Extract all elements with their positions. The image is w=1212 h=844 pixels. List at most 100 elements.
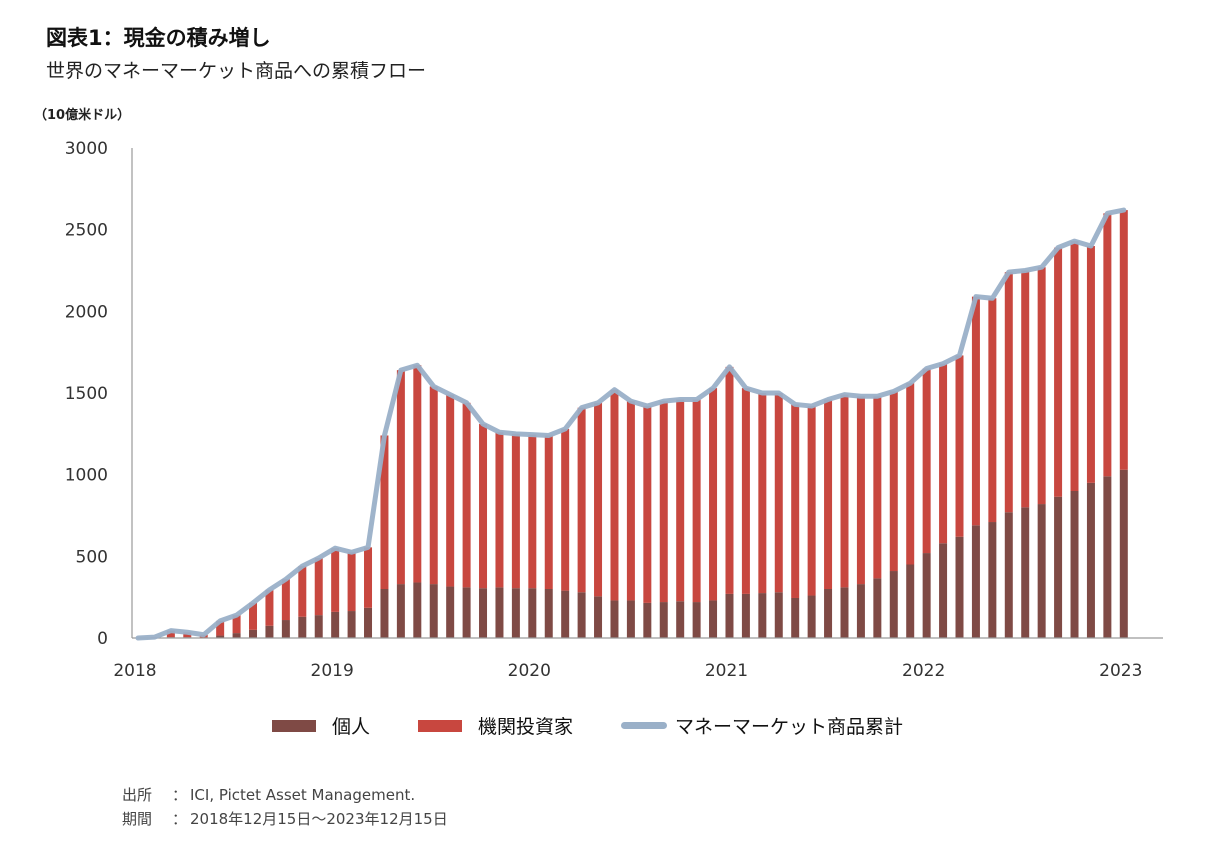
bar-individual <box>1119 469 1128 638</box>
x-tick-label: 2018 <box>113 661 156 681</box>
bar-individual <box>873 578 882 638</box>
bar-institutional <box>511 433 520 589</box>
bar-institutional <box>544 435 553 589</box>
period-separator: ： <box>172 810 188 828</box>
bar-individual <box>725 593 734 638</box>
bar-institutional <box>840 394 849 588</box>
bar-individual <box>462 587 471 638</box>
bar-individual <box>1004 512 1013 638</box>
chart-subtitle: 世界のマネーマーケット商品への累積フロー <box>46 60 427 82</box>
bar-individual <box>988 522 997 638</box>
bar-institutional <box>1004 272 1013 513</box>
bar-institutional <box>314 557 323 616</box>
y-tick-label: 2500 <box>65 221 108 241</box>
source-separator: ： <box>172 786 188 804</box>
bar-institutional <box>791 404 800 598</box>
bar-individual <box>479 588 488 638</box>
bar-individual <box>594 596 603 638</box>
bar-individual <box>955 536 964 638</box>
bar-institutional <box>594 402 603 597</box>
bar-institutional <box>709 388 718 601</box>
bar-individual <box>971 525 980 638</box>
bar-individual <box>347 611 356 638</box>
bar-institutional <box>725 366 734 594</box>
x-axis-ticks: 2018 2019 2020 2021 2022 2023 <box>113 661 1142 681</box>
chart-footer: 出所 ： ICI, Pictet Asset Management. 期間 ： … <box>122 783 448 831</box>
bar-individual <box>906 564 915 638</box>
bar-individual <box>626 600 635 638</box>
legend-swatch-individual <box>272 719 316 732</box>
bar-individual <box>528 588 537 638</box>
bar-individual <box>643 602 652 638</box>
bar-individual <box>659 602 668 638</box>
bar-individual <box>791 597 800 638</box>
legend-label-total: マネーマーケット商品累計 <box>675 716 904 738</box>
chart-title: 図表1：現金の積み増し <box>46 26 271 50</box>
y-axis-ticks: 0 500 1000 1500 2000 2500 3000 <box>65 139 108 649</box>
x-tick-label: 2022 <box>902 661 945 681</box>
bar-institutional <box>396 370 405 585</box>
bar-institutional <box>577 407 586 593</box>
period-note: 期間 ： 2018年12月15日～2023年12月15日 <box>122 807 448 831</box>
bar-institutional <box>856 396 865 585</box>
bar-individual <box>1037 504 1046 638</box>
bar-institutional <box>364 547 373 608</box>
bar-institutional <box>1054 247 1063 497</box>
bar-institutional <box>380 435 389 589</box>
bar-institutional <box>265 589 274 626</box>
bar-individual <box>232 633 241 638</box>
bar-individual <box>840 587 849 638</box>
bar-institutional <box>643 406 652 603</box>
legend-swatch-total <box>621 722 668 729</box>
bar-institutional <box>462 402 471 588</box>
bar-individual <box>1103 476 1112 638</box>
bar-institutional <box>561 428 570 591</box>
bar-institutional <box>824 399 833 589</box>
bar-individual <box>1070 491 1079 638</box>
bar-individual <box>577 592 586 638</box>
bar-institutional <box>1021 270 1030 508</box>
bar-institutional <box>347 552 356 612</box>
source-value: ICI, Pictet Asset Management. <box>190 786 416 804</box>
chart-legend: 個人 機関投資家 マネーマーケット商品累計 <box>272 712 951 739</box>
bar-individual <box>922 553 931 638</box>
bar-individual <box>1054 496 1063 638</box>
bar-institutional <box>741 388 750 594</box>
legend-label-individual: 個人 <box>332 716 371 738</box>
bar-individual <box>939 543 948 638</box>
y-tick-label: 2000 <box>65 302 108 322</box>
x-tick-label: 2019 <box>311 661 354 681</box>
bar-individual <box>314 615 323 638</box>
bar-individual <box>216 635 225 638</box>
bar-institutional <box>216 620 225 636</box>
y-tick-label: 3000 <box>65 139 108 159</box>
bar-individual <box>676 601 685 638</box>
bar-individual <box>856 584 865 638</box>
bar-institutional <box>774 393 783 593</box>
bar-institutional <box>807 406 816 596</box>
legend-label-institutional: 機関投資家 <box>478 716 574 738</box>
y-tick-label: 1000 <box>65 466 108 486</box>
bar-institutional <box>873 396 882 579</box>
bar-institutional <box>528 434 537 589</box>
bar-institutional <box>676 399 685 602</box>
bar-institutional <box>1086 246 1095 483</box>
bar-individual <box>249 629 258 638</box>
bar-individual <box>807 595 816 638</box>
bar-individual <box>774 592 783 638</box>
bar-individual <box>1086 482 1095 638</box>
bar-institutional <box>479 424 488 589</box>
y-axis-unit-label: （10億米ドル） <box>34 108 131 123</box>
bar-individual <box>511 588 520 638</box>
legend-swatch-institutional <box>418 719 463 732</box>
bar-individual <box>364 607 373 638</box>
bar-institutional <box>166 630 175 638</box>
bar-institutional <box>1037 267 1046 505</box>
bar-individual <box>413 582 422 638</box>
bar-institutional <box>331 548 340 612</box>
bar-institutional <box>659 401 668 603</box>
bar-institutional <box>971 296 980 526</box>
bar-institutional <box>232 615 241 634</box>
bar-individual <box>265 625 274 638</box>
bar-individual <box>281 620 290 638</box>
